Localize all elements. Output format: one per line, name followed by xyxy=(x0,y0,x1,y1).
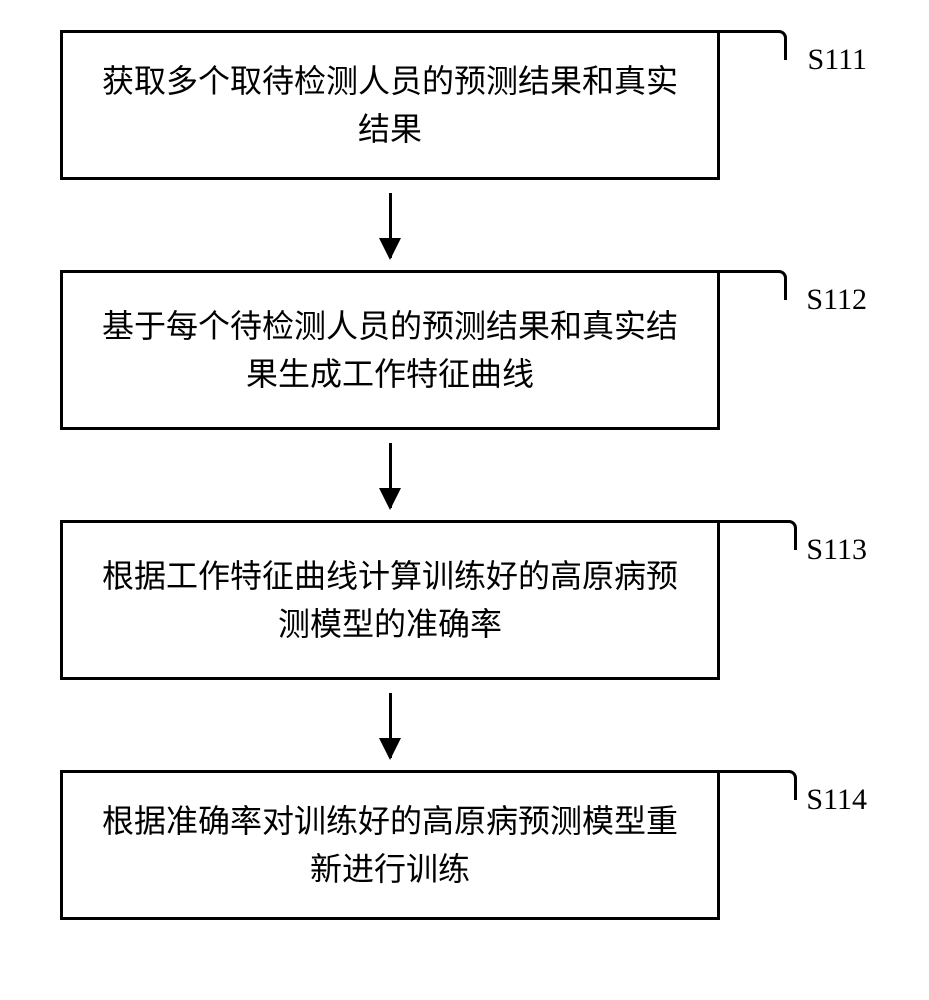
label-connector xyxy=(717,520,797,550)
arrow-down-icon xyxy=(389,443,392,508)
label-connector xyxy=(717,30,787,60)
arrow-container xyxy=(60,430,720,520)
label-connector xyxy=(717,770,797,800)
flowchart-step-1: 获取多个取待检测人员的预测结果和真实结果 S111 xyxy=(60,30,720,180)
arrow-down-icon xyxy=(389,693,392,758)
step-text: 根据准确率对训练好的高原病预测模型重新进行训练 xyxy=(93,797,687,893)
flowchart-container: 获取多个取待检测人员的预测结果和真实结果 S111 基于每个待检测人员的预测结果… xyxy=(60,30,870,920)
step-label: S112 xyxy=(806,283,867,317)
arrow-container xyxy=(60,180,720,270)
flowchart-step-4: 根据准确率对训练好的高原病预测模型重新进行训练 S114 xyxy=(60,770,720,920)
step-label: S111 xyxy=(808,43,867,77)
arrow-down-icon xyxy=(389,193,392,258)
label-connector xyxy=(717,270,787,300)
step-label: S114 xyxy=(806,783,867,817)
flowchart-step-3: 根据工作特征曲线计算训练好的高原病预测模型的准确率 S113 xyxy=(60,520,720,680)
step-text: 基于每个待检测人员的预测结果和真实结果生成工作特征曲线 xyxy=(93,302,687,398)
step-text: 根据工作特征曲线计算训练好的高原病预测模型的准确率 xyxy=(93,552,687,648)
step-label: S113 xyxy=(806,533,867,567)
flowchart-step-2: 基于每个待检测人员的预测结果和真实结果生成工作特征曲线 S112 xyxy=(60,270,720,430)
arrow-container xyxy=(60,680,720,770)
step-text: 获取多个取待检测人员的预测结果和真实结果 xyxy=(93,57,687,153)
